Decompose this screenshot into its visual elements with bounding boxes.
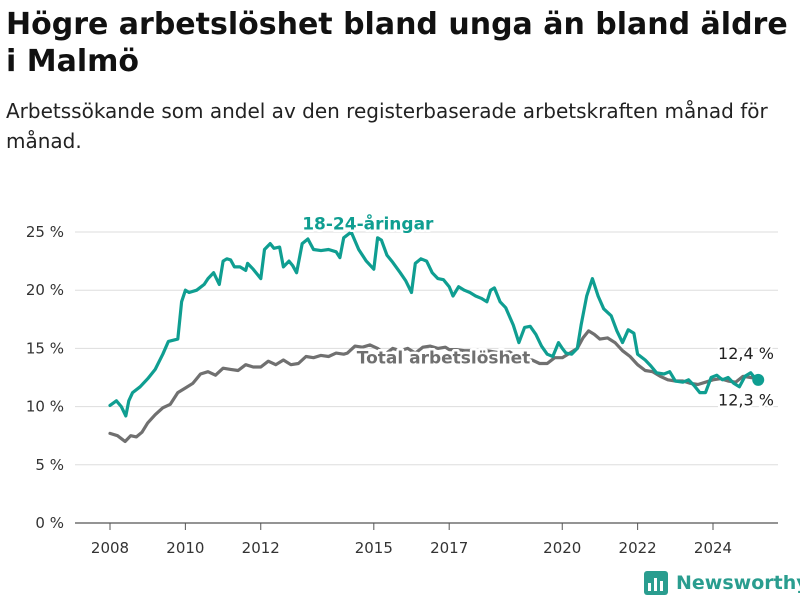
y-axis: 0 % 5 % 10 % 15 % 20 % 25 % (26, 223, 64, 532)
end-value-total: 12,4 % (718, 344, 774, 363)
chart-logo-icon (644, 571, 668, 595)
newsworthy-logo: Newsworthy (644, 568, 800, 598)
x-tick-label: 2008 (91, 539, 129, 557)
logo-text: Newsworthy (676, 572, 800, 594)
y-tick-label: 5 % (35, 456, 64, 474)
y-tick-label: 20 % (26, 281, 64, 299)
x-tick-label: 2012 (242, 539, 280, 557)
y-tick-label: 25 % (26, 223, 64, 241)
x-axis: 2008 2010 2012 2015 2017 2020 2022 2024 (91, 523, 732, 557)
series-labels: 18-24-åringar Total arbetslöshet 12,4 % 12,… (300, 210, 776, 411)
series-lines (108, 230, 765, 444)
series-name-label: 18-24-åringar (302, 213, 434, 235)
x-tick-label: 2022 (619, 539, 657, 557)
chart-title: Högre arbetslöshet bland unga än bland ä… (6, 7, 788, 79)
y-tick-label: 0 % (35, 514, 64, 532)
y-tick-label: 10 % (26, 398, 64, 416)
series-name-label: Total arbetslöshet (357, 349, 531, 369)
end-value-young: 12,3 % (718, 390, 774, 409)
x-tick-label: 2017 (430, 539, 468, 557)
x-tick-label: 2010 (166, 539, 204, 557)
series-end-point (752, 373, 765, 386)
x-tick-label: 2015 (355, 539, 393, 557)
y-tick-label: 15 % (26, 339, 64, 357)
series-line-0 (108, 230, 760, 418)
series-line-1 (108, 329, 760, 444)
x-tick-label: 2020 (543, 539, 581, 557)
chart-subtitle: Arbetssökande som andel av den registerb… (6, 99, 768, 153)
x-tick-label: 2024 (694, 539, 732, 557)
